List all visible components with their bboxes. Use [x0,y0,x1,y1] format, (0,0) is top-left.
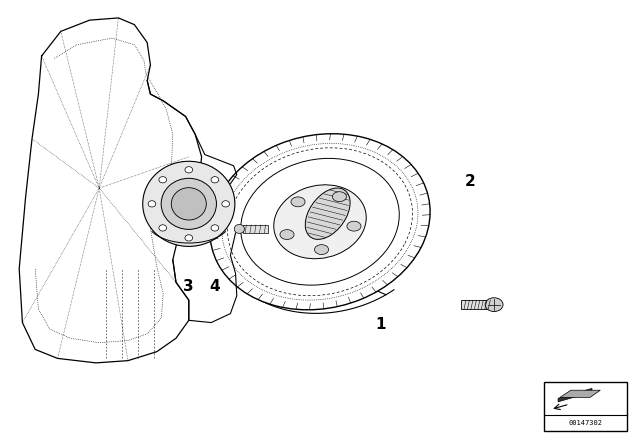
Bar [461,300,492,309]
Ellipse shape [485,298,503,311]
Ellipse shape [274,185,366,259]
Ellipse shape [161,178,216,229]
Text: 1: 1 [376,317,386,332]
Ellipse shape [347,221,361,231]
Bar [243,225,268,233]
Ellipse shape [211,177,219,183]
Ellipse shape [148,201,156,207]
Ellipse shape [185,235,193,241]
Ellipse shape [210,134,430,310]
Ellipse shape [305,188,350,239]
Ellipse shape [332,192,346,202]
Ellipse shape [172,188,206,220]
Text: 00147302: 00147302 [568,420,603,426]
Polygon shape [560,390,600,397]
Ellipse shape [211,225,219,231]
Polygon shape [558,388,592,402]
Bar [544,382,627,431]
Ellipse shape [185,167,193,173]
Ellipse shape [222,201,230,207]
Ellipse shape [234,224,244,233]
Ellipse shape [159,177,166,183]
Ellipse shape [143,161,235,246]
Ellipse shape [159,225,166,231]
Ellipse shape [314,245,328,254]
Text: 3: 3 [184,279,194,294]
Text: 2: 2 [465,174,476,189]
Text: 4: 4 [209,279,220,294]
Ellipse shape [291,197,305,207]
Ellipse shape [280,230,294,240]
